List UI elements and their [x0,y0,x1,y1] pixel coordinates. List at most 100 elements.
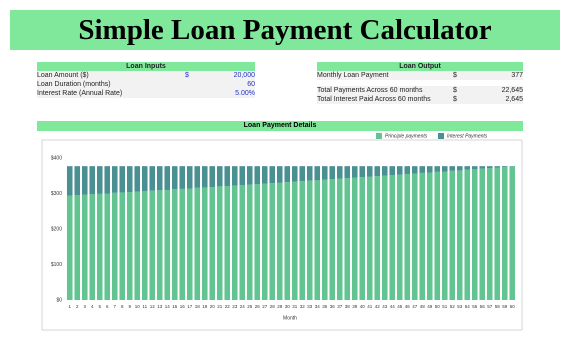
x-tick-label: 12 [150,304,156,309]
bar-segment [276,182,283,300]
label: Total Interest Paid Across 60 months [317,96,431,103]
row: Loan Duration (months) 60 [37,80,255,89]
bar-segment [366,166,373,177]
x-tick-label: 30 [285,304,291,309]
x-tick-label: 34 [315,304,321,309]
bar-segment [336,178,343,300]
bar-segment [254,166,261,185]
x-tick-label: 14 [165,304,171,309]
bar-segment [246,184,253,300]
x-tick-label: 36 [330,304,336,309]
bar-segment [96,166,103,194]
bar-segment [239,166,246,185]
bar-segment [314,166,321,181]
bar-segment [156,190,163,300]
currency: $ [453,72,457,79]
bar-segment [89,166,96,195]
bar-segment [344,178,351,300]
bar-segment [254,184,261,300]
bar-segment [419,166,426,173]
row: Total Interest Paid Across 60 months $2,6… [317,95,523,104]
x-tick-label: 45 [397,304,403,309]
bar-segment [464,166,471,170]
title-banner: Simple Loan Payment Calculator [10,10,560,50]
bar-segment [449,166,456,171]
bar-segment [119,166,126,193]
bar-segment [201,166,208,188]
table-header: Loan Inputs [37,62,255,71]
x-tick-label: 1 [68,304,71,309]
x-tick-label: 31 [292,304,298,309]
label: Monthly Loan Payment [317,72,389,79]
loan-inputs: Loan Inputs Loan Amount ($) $20,000 Loan … [37,62,255,98]
bar-segment [434,166,441,172]
row: Monthly Loan Payment $377 [317,71,523,80]
bar-segment [126,192,133,300]
bar-segment [149,190,156,300]
y-tick-label: $0 [56,297,62,303]
x-tick-label: 6 [106,304,109,309]
x-tick-label: 52 [450,304,456,309]
x-tick-label: 48 [420,304,426,309]
bar-segment [216,186,223,300]
x-tick-label: 28 [270,304,276,309]
x-tick-label: 51 [442,304,448,309]
spacer [317,80,523,86]
legend-swatch [376,133,382,139]
legend-label: Interest Payments [447,133,488,139]
x-tick-label: 41 [367,304,373,309]
x-tick-label: 13 [157,304,163,309]
bar-segment [336,166,343,179]
bar-segment [479,166,486,169]
table-header: Loan Output [317,62,523,71]
x-tick-label: 46 [405,304,411,309]
bar-segment [284,182,291,300]
row: Interest Rate (Annual Rate) 5.00% [37,89,255,98]
bar-segment [134,191,141,300]
bar-segment [366,176,373,300]
bar-segment [411,166,418,174]
x-tick-label: 42 [375,304,381,309]
bar-segment [111,192,118,300]
x-tick-label: 11 [142,304,147,309]
x-tick-label: 26 [255,304,261,309]
row: Loan Amount ($) $20,000 [37,71,255,80]
bar-segment [74,195,81,300]
bar-segment [381,175,388,300]
x-tick-label: 29 [277,304,283,309]
value: 20,000 [233,72,255,79]
bar-segment [351,166,358,178]
bar-segment [186,166,193,189]
x-tick-label: 15 [172,304,178,309]
bar-segment [411,173,418,300]
x-tick-label: 2 [76,304,79,309]
bar-segment [344,166,351,179]
bar-segment [441,171,448,300]
legend-swatch [438,133,444,139]
label: Total Payments Across 60 months [317,87,423,94]
x-tick-label: 21 [217,304,223,309]
bar-segment [179,166,186,189]
bar-segment [396,174,403,300]
x-tick-label: 19 [202,304,208,309]
bar-segment [284,166,291,183]
bar-segment [291,166,298,182]
x-tick-label: 8 [121,304,124,309]
bar-segment [171,166,178,190]
bar-segment [464,169,471,300]
x-axis-label: Month [283,315,297,321]
bar-segment [389,166,396,176]
bar-segment [479,168,486,300]
value: 5.00% [235,90,255,97]
bar-segment [209,187,216,300]
bar-segment [419,172,426,300]
x-tick-label: 10 [135,304,141,309]
label: Loan Amount ($) [37,72,89,79]
bar-segment [441,166,448,172]
x-tick-label: 17 [187,304,193,309]
value: 2,645 [505,96,523,103]
bar-segment [194,166,201,188]
bar-segment [456,166,463,171]
x-tick-label: 39 [352,304,358,309]
x-tick-label: 5 [98,304,101,309]
